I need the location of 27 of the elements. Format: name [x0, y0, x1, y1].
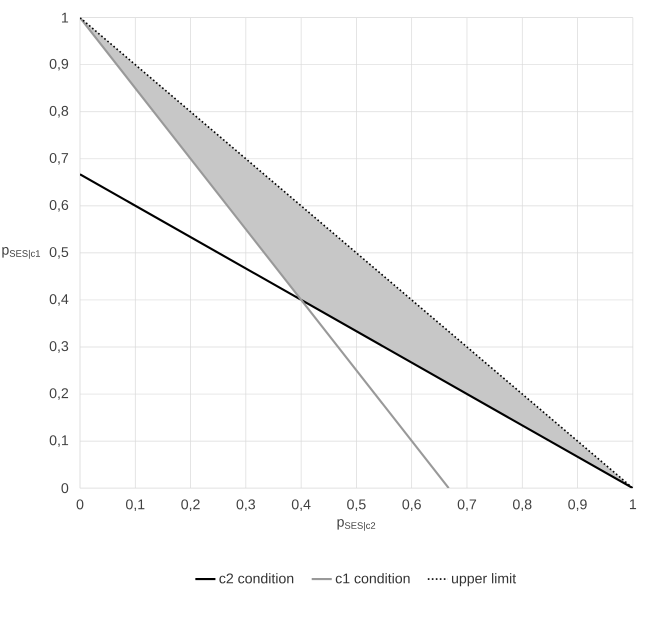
- x-tick-label: 0,3: [236, 499, 256, 512]
- y-tick-label: 0,5: [50, 247, 68, 259]
- x-tick-label: 0,1: [126, 499, 144, 512]
- y-tick-label: 0,1: [50, 435, 68, 447]
- y-tick-label: 0,6: [50, 200, 68, 212]
- legend-label: c2 condition: [219, 573, 294, 584]
- legend-label: upper limit: [452, 573, 516, 586]
- y-axis-title: p$_{SES|c1}$: [2, 247, 40, 259]
- x-tick-label: 1: [630, 499, 636, 510]
- y-tick-label: 0,4: [50, 294, 68, 306]
- x-tick-label: 0,2: [181, 499, 200, 512]
- y-tick-label: 1: [62, 12, 68, 23]
- y-tick-label: 0,7: [50, 152, 68, 165]
- y-tick-label: 0: [61, 483, 68, 494]
- x-tick-label: 0: [76, 499, 84, 510]
- y-tick-label: 0,9: [50, 58, 68, 71]
- x-tick-label: 0,4: [292, 499, 311, 512]
- y-tick-label: 0,8: [50, 106, 68, 118]
- y-tick-label: 0,2: [50, 388, 68, 400]
- x-tick-label: 0,6: [402, 499, 421, 512]
- y-tick-label: 0,3: [50, 341, 68, 353]
- x-tick-label: 0,5: [347, 499, 366, 512]
- legend-label: c1 condition: [336, 573, 410, 584]
- x-axis-title: p$_{SES|c2}$: [337, 519, 376, 531]
- x-tick-label: 0,7: [458, 499, 476, 512]
- x-tick-label: 0,9: [568, 499, 587, 512]
- x-tick-label: 0,8: [513, 499, 532, 512]
